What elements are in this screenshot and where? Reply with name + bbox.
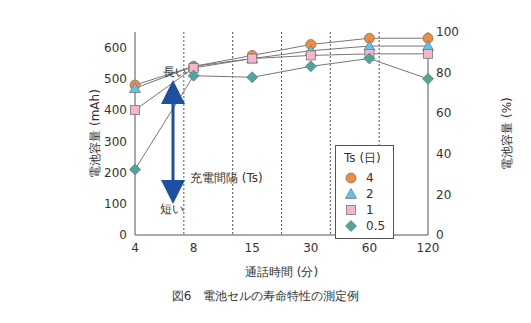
svg-text:30: 30 bbox=[303, 241, 318, 255]
svg-text:60: 60 bbox=[436, 106, 451, 120]
svg-text:4: 4 bbox=[131, 241, 139, 255]
svg-text:通話時間 (分): 通話時間 (分) bbox=[245, 265, 318, 279]
html-text:図6 電池セルの寿命特性の測定例: 図6 電池セルの寿命特性の測定例 bbox=[171, 289, 360, 303]
svg-text:0: 0 bbox=[119, 228, 127, 242]
svg-text:電池容量 (%): 電池容量 (%) bbox=[500, 97, 514, 170]
svg-text:40: 40 bbox=[436, 147, 451, 161]
svg-text:20: 20 bbox=[436, 188, 451, 202]
svg-text:8: 8 bbox=[190, 241, 198, 255]
svg-text:600: 600 bbox=[104, 41, 127, 55]
html-text:4: 4 bbox=[366, 171, 374, 185]
svg-text:500: 500 bbox=[104, 72, 127, 86]
svg-text:長い: 長い bbox=[163, 65, 187, 79]
svg-text:60: 60 bbox=[362, 241, 377, 255]
svg-text:80: 80 bbox=[436, 66, 451, 80]
svg-text:200: 200 bbox=[104, 166, 127, 180]
svg-text:100: 100 bbox=[104, 197, 127, 211]
html-text:0.5: 0.5 bbox=[366, 219, 386, 233]
html-text:Ts (日): Ts (日) bbox=[344, 151, 381, 165]
svg-text:15: 15 bbox=[245, 241, 260, 255]
svg-text:0: 0 bbox=[436, 228, 444, 242]
svg-text:短い: 短い bbox=[160, 202, 184, 216]
svg-text:120: 120 bbox=[417, 241, 440, 255]
svg-text:電池容量 (mAh): 電池容量 (mAh) bbox=[88, 89, 102, 178]
svg-text:400: 400 bbox=[104, 103, 127, 117]
svg-text:100: 100 bbox=[436, 25, 459, 39]
html-text:2: 2 bbox=[366, 187, 374, 201]
html-text:1: 1 bbox=[366, 203, 374, 217]
svg-text:300: 300 bbox=[104, 135, 127, 149]
svg-text:充電間隔 (Ts): 充電間隔 (Ts) bbox=[190, 171, 263, 185]
